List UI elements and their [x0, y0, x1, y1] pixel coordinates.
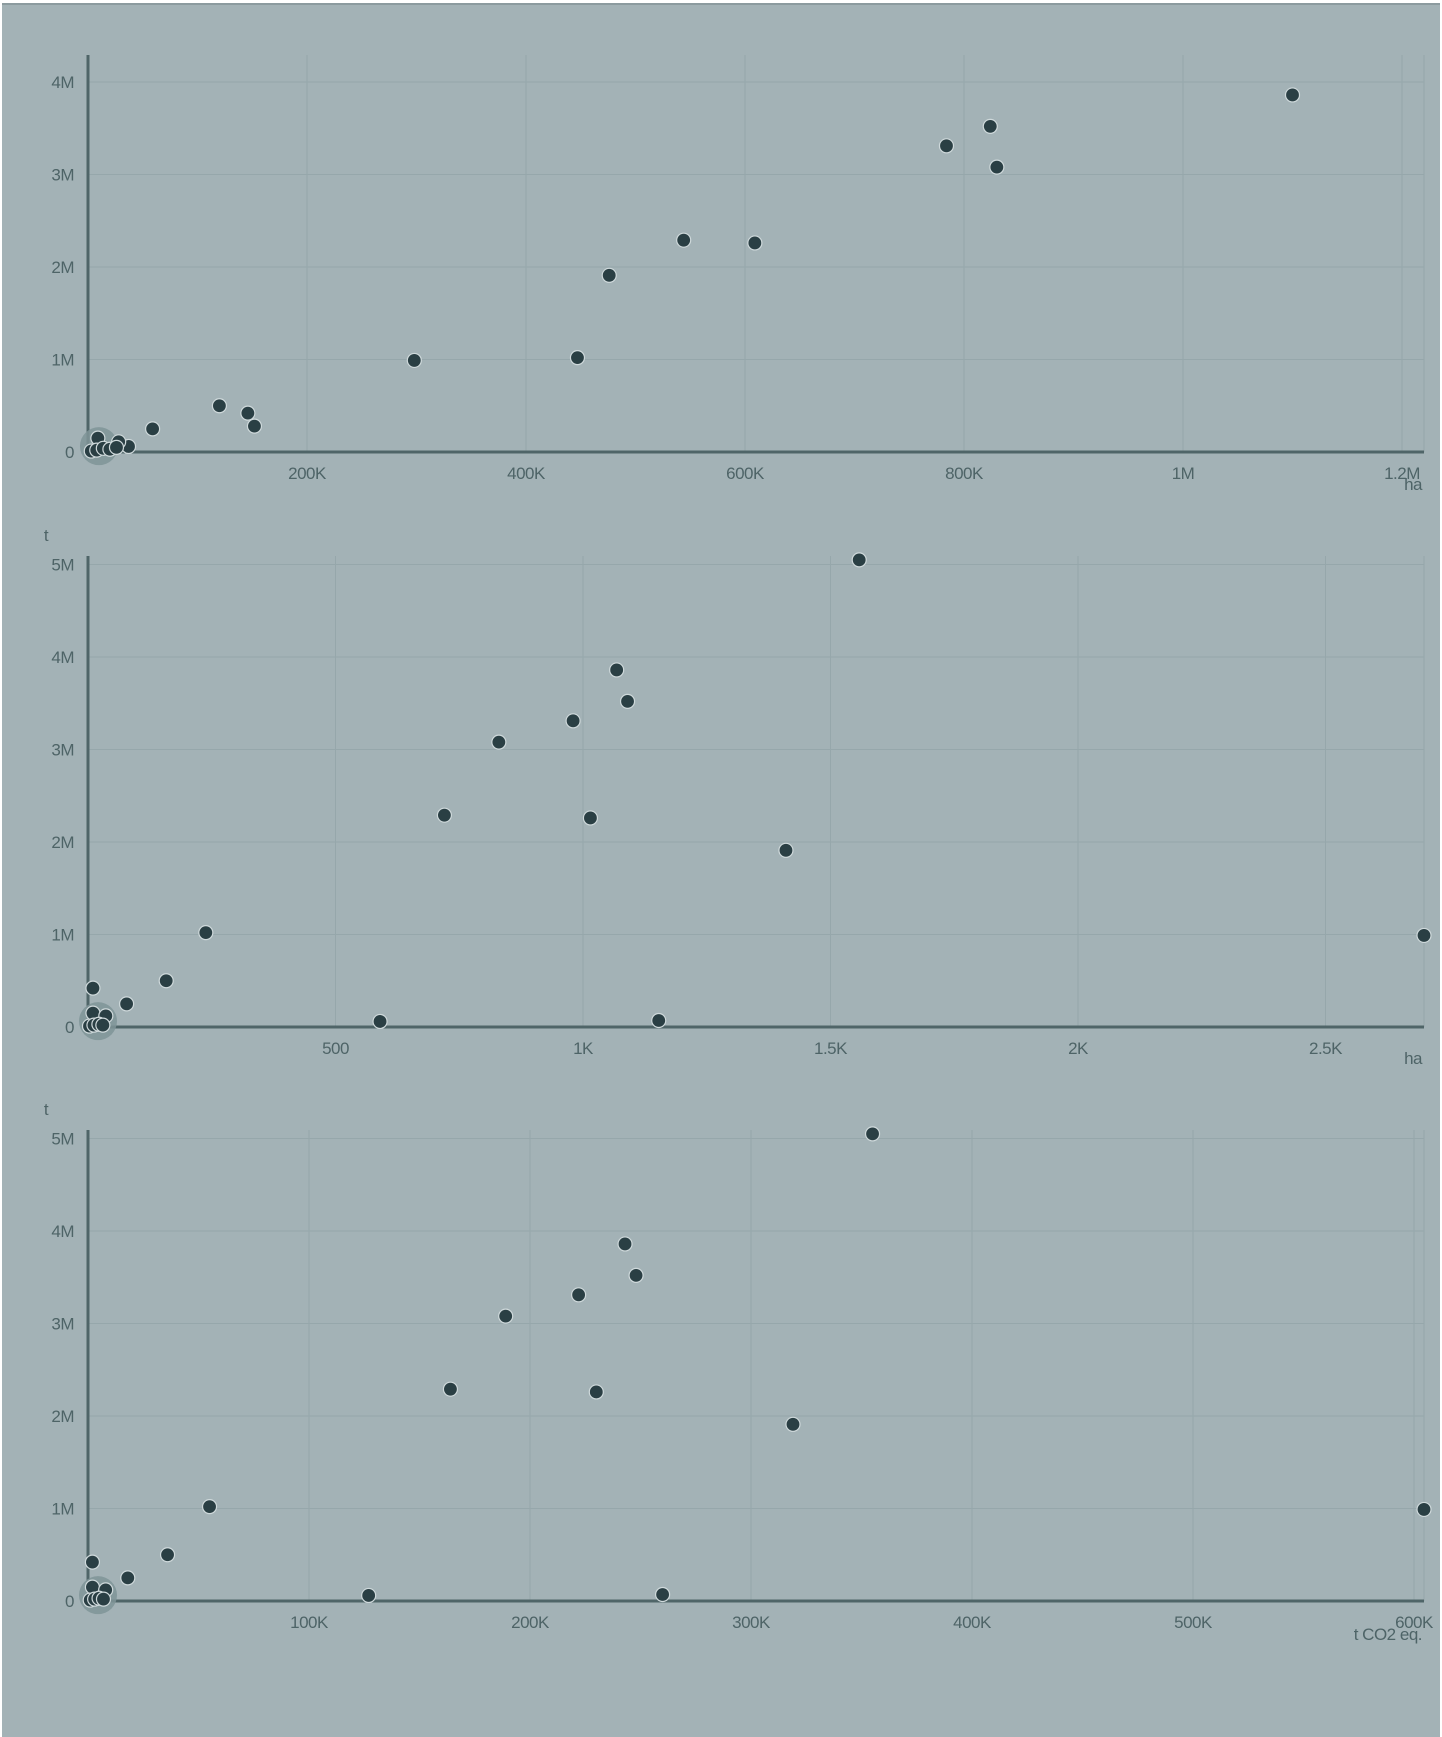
- data-point: [240, 405, 256, 421]
- data-point: [617, 1236, 633, 1252]
- data-point: [619, 693, 636, 710]
- data-point: [95, 1591, 112, 1607]
- x-tick-label: 1K: [573, 1039, 594, 1058]
- y-axis-unit-label: t: [44, 1100, 49, 1119]
- x-tick-label: 2.5K: [1309, 1039, 1343, 1058]
- data-point: [211, 398, 227, 414]
- y-axis-unit-label: t: [44, 526, 49, 545]
- data-point: [201, 1499, 218, 1515]
- data-point: [1416, 1501, 1432, 1518]
- data-point: [565, 713, 581, 729]
- y-tick-label: 5M: [51, 556, 74, 575]
- data-point: [588, 1384, 604, 1400]
- y-tick-label: 4M: [51, 648, 74, 667]
- data-point: [491, 734, 507, 750]
- y-tick-label: 4M: [51, 73, 74, 92]
- data-point: [1416, 927, 1432, 944]
- y-tick-label: 1M: [51, 926, 74, 945]
- data-point: [158, 973, 174, 989]
- x-tick-label: 800K: [945, 464, 984, 483]
- data-point: [651, 1012, 667, 1029]
- data-point: [95, 1017, 111, 1033]
- x-tick-label: 400K: [953, 1613, 992, 1632]
- y-tick-label: 3M: [51, 166, 74, 185]
- data-point: [569, 350, 586, 366]
- y-tick-label: 0: [65, 1018, 74, 1037]
- x-tick-label: 600K: [726, 464, 765, 483]
- data-point: [628, 1267, 644, 1284]
- chart-panel: [2, 3, 1440, 1737]
- y-tick-label: 5M: [51, 1130, 74, 1149]
- y-tick-label: 3M: [51, 741, 74, 760]
- x-tick-label: 1.5K: [814, 1039, 848, 1058]
- data-point: [785, 1416, 801, 1432]
- y-tick-label: 1M: [51, 1500, 74, 1519]
- x-tick-label: 400K: [507, 464, 546, 483]
- x-tick-label: 1M: [1172, 464, 1195, 483]
- data-point: [108, 439, 125, 455]
- data-point: [198, 925, 214, 941]
- data-point: [747, 235, 763, 251]
- data-point: [609, 662, 625, 678]
- data-point: [676, 232, 692, 248]
- data-point: [85, 980, 101, 996]
- x-tick-label: 200K: [511, 1613, 550, 1632]
- data-point: [84, 1554, 101, 1570]
- data-point: [119, 996, 135, 1012]
- data-point: [436, 807, 452, 823]
- data-point: [120, 1570, 136, 1586]
- data-point: [571, 1287, 587, 1303]
- data-point: [601, 267, 617, 283]
- data-point: [864, 1126, 881, 1142]
- x-tick-label: 500K: [1174, 1613, 1213, 1632]
- y-tick-label: 2M: [51, 833, 74, 852]
- y-tick-label: 0: [65, 1592, 74, 1611]
- data-point: [372, 1013, 388, 1030]
- data-point: [442, 1381, 459, 1397]
- data-point: [145, 421, 161, 437]
- data-point: [654, 1586, 671, 1603]
- data-point: [406, 352, 422, 369]
- x-axis-unit-label: t CO2 eq.: [1354, 1625, 1422, 1644]
- data-point: [851, 552, 867, 568]
- data-point: [582, 810, 599, 826]
- data-point: [982, 118, 998, 135]
- data-point: [938, 138, 955, 154]
- data-point: [778, 842, 794, 858]
- x-axis-unit-label: ha: [1404, 1049, 1423, 1068]
- data-point: [246, 418, 263, 434]
- x-tick-label: 200K: [288, 464, 327, 483]
- y-tick-label: 1M: [51, 351, 74, 370]
- data-point: [498, 1308, 514, 1324]
- x-tick-label: 1.2M: [1384, 464, 1420, 483]
- y-tick-label: 4M: [51, 1222, 74, 1241]
- x-tick-label: 500: [322, 1039, 349, 1058]
- x-tick-label: 2K: [1068, 1039, 1089, 1058]
- x-tick-label: 300K: [732, 1613, 771, 1632]
- y-tick-label: 2M: [51, 258, 74, 277]
- data-point: [1284, 87, 1301, 103]
- y-tick-label: 3M: [51, 1315, 74, 1334]
- scatter-chart-3: 0 1M 2M 3M 4M 5M 100K 200K 300K 400K 500K 600K t t CO…: [44, 1100, 1435, 1644]
- y-tick-label: 2M: [51, 1407, 74, 1426]
- x-tick-label: 100K: [290, 1613, 329, 1632]
- data-point: [361, 1587, 377, 1604]
- x-axis-unit-label: ha: [1404, 475, 1423, 494]
- x-tick-label: 600K: [1395, 1613, 1434, 1632]
- data-point: [989, 159, 1005, 175]
- y-tick-label: 0: [65, 443, 74, 462]
- data-point: [159, 1547, 176, 1563]
- scatter-chart-2: 0 1M 2M 3M 4M 5M 500 1K 1.5K 2K 2.5K t ha: [44, 526, 1432, 1068]
